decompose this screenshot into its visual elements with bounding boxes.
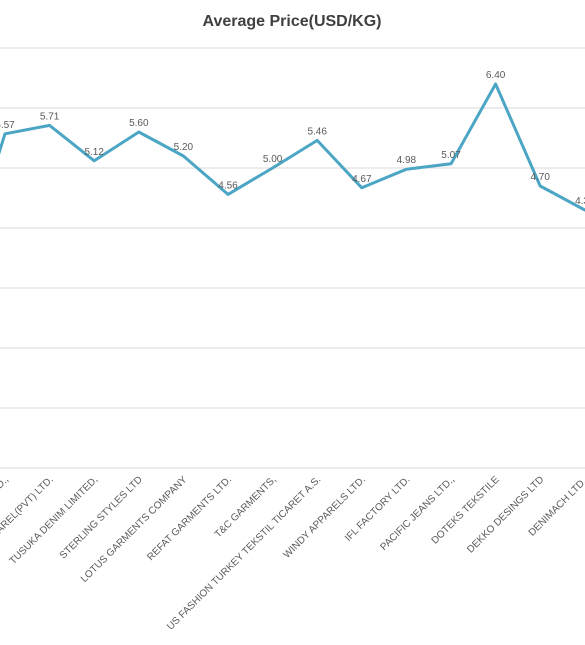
value-label: 5.12	[84, 147, 104, 158]
value-label: 5.07	[441, 150, 461, 161]
x-tick-label: US FASHION TURKEY TEKSTIL TICARET A.S.	[165, 474, 323, 632]
value-label: 5.46	[307, 126, 327, 137]
value-label: 4.67	[352, 174, 372, 185]
x-tick-label: TUSUKA DENIM LIMITED,	[8, 474, 101, 567]
x-tick-label: REFAT GARMENTS LTD.	[145, 474, 234, 563]
value-label: 4.30	[575, 196, 585, 207]
value-label: 4.70	[530, 172, 550, 183]
value-label: 4.98	[397, 155, 417, 166]
value-label: 5.20	[174, 142, 194, 153]
x-tick-label: STERLING STYLES LTD	[58, 474, 145, 561]
line-series	[0, 82, 585, 212]
value-label: 5.00	[263, 154, 283, 165]
x-tick-label: D.,	[0, 474, 11, 491]
x-tick-label: PACIFIC JEANS LTD.,	[378, 474, 457, 553]
x-tick-label: WINDY APPARELS LTD.	[282, 474, 368, 560]
chart-title: Average Price(USD/KG)	[202, 13, 381, 30]
value-label: 4.56	[218, 180, 238, 191]
value-label: 6.40	[486, 70, 506, 81]
value-label: 5.71	[40, 111, 60, 122]
value-label: 5.60	[129, 118, 149, 129]
value-label: 5.57	[0, 120, 15, 131]
x-tick-label: DEKKO DESINGS LTD	[465, 474, 546, 555]
